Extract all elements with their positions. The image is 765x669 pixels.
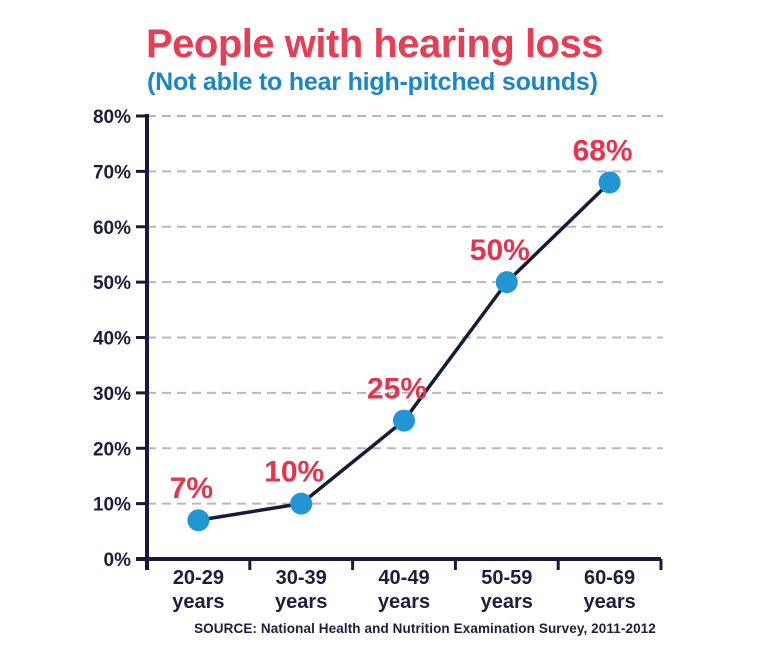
chart-subtitle: (Not able to hear high-pitched sounds) [147, 68, 598, 96]
point-value-label: 50% [470, 234, 530, 267]
point-value-label: 25% [367, 373, 427, 406]
y-axis-tick-label: 20% [93, 439, 131, 460]
y-axis-tick-label: 30% [93, 384, 131, 405]
data-point-30-39-years [290, 492, 313, 515]
x-axis-label: 20-29 years [172, 567, 224, 613]
y-axis-tick-label: 50% [93, 273, 131, 294]
y-axis-tick-label: 0% [104, 550, 132, 571]
y-axis-tick-label: 60% [93, 218, 131, 239]
point-value-label: 10% [264, 456, 324, 489]
data-point-50-59-years [495, 271, 518, 294]
data-point-40-49-years [393, 409, 415, 432]
chart-title: People with hearing loss [146, 22, 603, 66]
x-axis-label: 40-49 years [378, 567, 430, 613]
y-axis-tick-label: 70% [93, 162, 131, 183]
y-axis-tick-label: 40% [93, 329, 131, 350]
point-value-label: 7% [170, 472, 213, 505]
data-line [196, 180, 612, 522]
source-citation: SOURCE: National Health and Nutrition Ex… [194, 621, 656, 636]
y-axis-tick-label: 10% [93, 495, 131, 516]
y-axis-tick-label: 80% [93, 107, 131, 128]
data-point-20-29-years [187, 509, 210, 532]
x-axis-label: 30-39 years [275, 567, 327, 613]
data-point-60-69-years [598, 171, 621, 194]
x-axis-label: 60-69 years [583, 567, 635, 613]
x-axis-label: 50-59 years [481, 567, 533, 613]
point-value-label: 68% [573, 134, 633, 167]
